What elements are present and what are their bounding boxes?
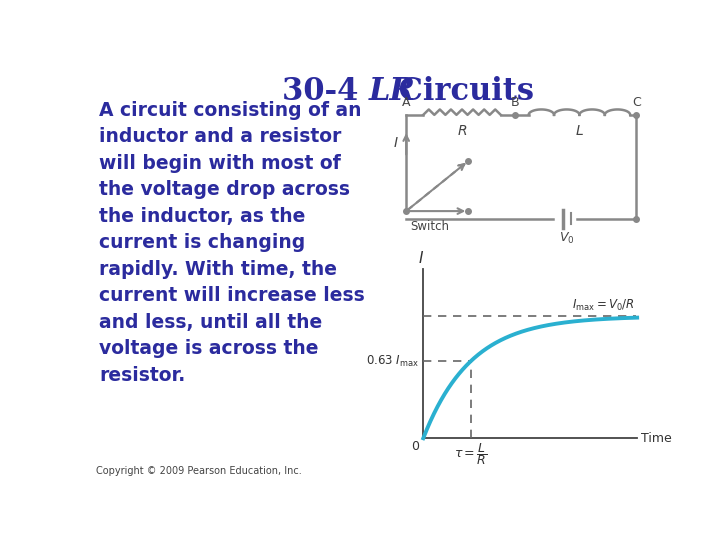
Text: $R$: $R$	[456, 124, 467, 138]
Text: $L$: $L$	[575, 124, 584, 138]
Text: Circuits: Circuits	[387, 76, 534, 106]
Text: C: C	[632, 97, 641, 110]
Text: $\tau =\dfrac{L}{R}$: $\tau =\dfrac{L}{R}$	[454, 441, 487, 467]
Text: 30-4: 30-4	[282, 76, 369, 106]
Text: $V_0$: $V_0$	[559, 231, 575, 246]
Text: Time: Time	[641, 432, 672, 445]
Text: $0.63\ I_{\rm max}$: $0.63\ I_{\rm max}$	[366, 354, 419, 369]
Text: A: A	[402, 97, 410, 110]
Text: $I$: $I$	[418, 250, 424, 266]
Text: $I$: $I$	[392, 136, 398, 150]
Text: $I_{\rm max}=V_0/R$: $I_{\rm max}=V_0/R$	[572, 298, 635, 313]
Text: Switch: Switch	[410, 220, 449, 233]
Text: B: B	[510, 97, 519, 110]
Text: Copyright © 2009 Pearson Education, Inc.: Copyright © 2009 Pearson Education, Inc.	[96, 466, 302, 476]
Text: LR: LR	[369, 76, 416, 106]
Text: A circuit consisting of an
inductor and a resistor
will begin with most of
the v: A circuit consisting of an inductor and …	[99, 101, 365, 385]
Text: 0: 0	[411, 440, 419, 453]
